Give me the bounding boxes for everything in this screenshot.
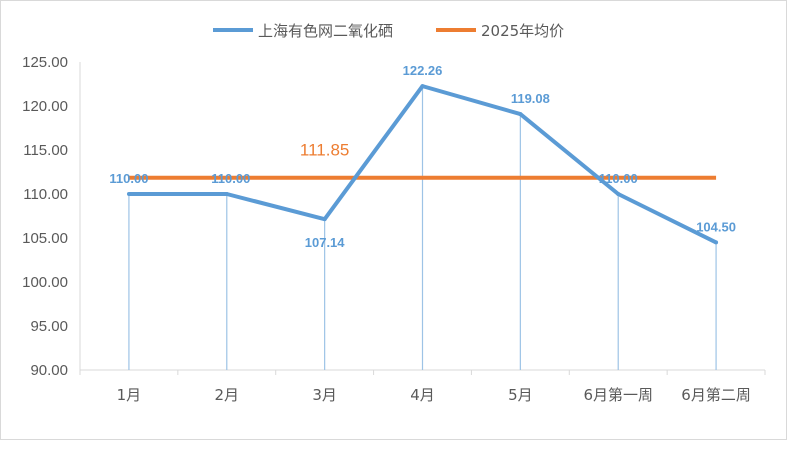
x-tick-label: 2月 [215,386,240,404]
x-tick-label: 4月 [410,386,435,404]
y-tick-label: 90.00 [30,362,68,379]
data-label: 110.00 [211,171,250,186]
y-axis: 90.00 95.00 100.00 105.00 110.00 115.00 120.00… [22,54,81,379]
data-label: 104.50 [696,219,736,234]
drop-lines [128,86,717,370]
legend-label-series-1: 上海有色网二氧化硒 [258,22,393,40]
x-tick-label: 6月第一周 [583,386,653,404]
legend-label-series-2: 2025年均价 [481,22,564,40]
y-tick-label: 120.00 [22,98,68,115]
chart-frame [0,0,787,440]
y-tick-label: 115.00 [23,142,68,159]
x-tick-label: 6月第二周 [681,386,751,404]
x-tick-label: 1月 [117,386,142,404]
y-tick-label: 105.00 [22,230,68,247]
data-label: 122.26 [403,63,443,78]
data-label: 110.00 [599,171,638,186]
data-point [322,217,327,222]
y-tick-label: 110.00 [23,186,68,203]
average-data-label: 111.85 [300,141,349,160]
plot-area [126,84,719,245]
legend: 上海有色网二氧化硒 2025年均价 [213,22,564,40]
data-labels: 110.00 110.00 107.14 122.26 119.08 110.00 104.… [109,63,736,250]
y-tick-label: 95.00 [30,318,68,335]
x-axis: 1月 2月 3月 4月 5月 6月第一周 6月第二周 [79,369,766,404]
data-point [224,192,229,196]
x-tick-label: 3月 [312,386,337,404]
data-point [714,240,719,245]
data-label: 110.00 [109,171,148,186]
data-point [126,192,131,196]
y-tick-label: 125.00 [22,54,68,71]
data-label: 119.08 [511,91,550,106]
data-point [518,112,523,117]
y-tick-label: 100.00 [22,274,68,291]
x-tick-label: 5月 [508,386,533,404]
data-point [616,192,621,196]
data-point [420,84,425,89]
data-label: 107.14 [305,235,346,250]
